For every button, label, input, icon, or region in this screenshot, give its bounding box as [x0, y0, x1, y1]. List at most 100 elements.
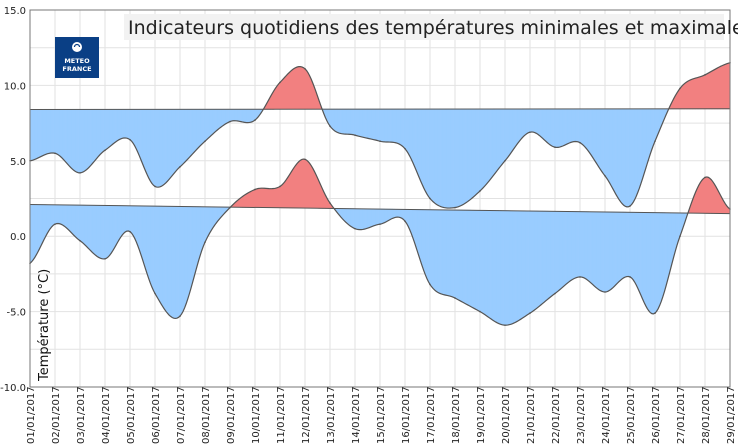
tmin-point: [654, 312, 656, 314]
x-tick-label: 13/01/2017: [326, 386, 337, 444]
x-tick-label: 05/01/2017: [126, 386, 137, 444]
x-tick-label: 25/01/2017: [626, 386, 637, 444]
x-tick-label: 24/01/2017: [601, 386, 612, 444]
title-background: [124, 14, 724, 40]
tmax-point: [554, 146, 556, 149]
tmin-point: [54, 223, 56, 225]
x-tick-label: 26/01/2017: [651, 386, 662, 444]
tmax-point: [179, 166, 181, 168]
tmax-point: [254, 119, 256, 121]
y-tick-label: 10.0: [4, 81, 26, 92]
tmin-point: [579, 276, 581, 278]
tmin-point: [229, 206, 231, 209]
tmin-point: [154, 292, 156, 295]
x-tick-label: 09/01/2017: [226, 386, 237, 444]
x-tick-label: 23/01/2017: [576, 386, 587, 444]
chart-title: Indicateurs quotidiens des températures …: [128, 17, 738, 39]
line-layer: [29, 61, 731, 326]
tmin-normal-line: [29, 204, 731, 215]
x-tick-label: 19/01/2017: [476, 386, 487, 444]
y-tick-label: 0.0: [10, 232, 26, 243]
x-tick-label: 20/01/2017: [501, 386, 512, 444]
x-tick-label: 04/01/2017: [101, 386, 112, 444]
x-tick-label: 06/01/2017: [151, 386, 162, 444]
tmax-point: [129, 138, 131, 141]
y-axis: 15.0 10.0 5.0 0.0 -5.0 -10.0: [0, 6, 26, 394]
y-tick-label: -10.0: [0, 383, 26, 394]
tmin-point: [204, 241, 206, 244]
tmax-point: [379, 140, 381, 142]
x-tick-label: 29/01/2017: [726, 386, 737, 444]
tmax-point: [229, 120, 231, 123]
y-axis-label: Température (°C): [37, 269, 52, 382]
x-tick-label: 02/01/2017: [51, 386, 62, 444]
logo-text-line1: METEO: [64, 57, 90, 65]
x-tick-label: 14/01/2017: [351, 386, 362, 444]
tmax-point: [79, 172, 81, 174]
tmax-point: [579, 141, 581, 144]
plot-frame: [29, 9, 731, 388]
tmax-point: [654, 140, 656, 142]
tmin-point: [179, 315, 181, 317]
x-tick-label: 18/01/2017: [451, 386, 462, 444]
tmin-point: [129, 230, 131, 233]
tmax-point: [479, 190, 481, 192]
tmin-point: [604, 291, 606, 293]
meteo-france-logo: METEO FRANCE: [55, 37, 99, 78]
x-axis: 01/01/2017 02/01/2017 03/01/2017 04/01/2017…: [26, 386, 737, 444]
tmax-point: [104, 149, 106, 152]
x-tick-label: 27/01/2017: [676, 386, 687, 444]
tmax-point: [354, 134, 356, 136]
tmax-point: [429, 197, 431, 200]
x-tick-label: 12/01/2017: [301, 386, 312, 444]
logo-emblem-mark: [73, 43, 81, 48]
tmin-point: [404, 220, 406, 222]
tmax-point: [629, 205, 631, 207]
tmax-point: [404, 147, 406, 150]
tmin-point: [254, 188, 256, 191]
tmin-point: [429, 283, 431, 286]
tmin-point: [529, 312, 531, 314]
tmin-point: [304, 158, 306, 161]
x-tick-label: 15/01/2017: [376, 386, 387, 444]
tmin-point: [79, 239, 81, 242]
tmin-point: [104, 258, 106, 260]
tmax-point: [279, 81, 281, 84]
tmin-point: [629, 276, 631, 278]
tmin-point: [679, 235, 681, 237]
x-tick-label: 10/01/2017: [251, 386, 262, 444]
y-tick-label: 15.0: [4, 6, 26, 17]
logo-text-line2: FRANCE: [62, 65, 91, 73]
tmin-point: [329, 202, 331, 204]
tmax-point: [54, 152, 56, 155]
tmax-point: [329, 125, 331, 127]
x-tick-label: 01/01/2017: [26, 386, 37, 444]
grid-layer: [30, 10, 730, 387]
tmax-point: [154, 185, 156, 188]
tmax-point: [504, 160, 506, 162]
x-tick-label: 11/01/2017: [276, 386, 287, 444]
tmax-point: [454, 206, 456, 209]
y-tick-label: 5.0: [10, 157, 26, 168]
tmax-point: [604, 175, 606, 177]
x-tick-label: 28/01/2017: [701, 386, 712, 444]
x-tick-label: 07/01/2017: [176, 386, 187, 444]
tmin-point: [379, 223, 381, 225]
logo-emblem-icon: [72, 42, 82, 52]
x-tick-label: 17/01/2017: [426, 386, 437, 444]
x-tick-label: 16/01/2017: [401, 386, 412, 444]
x-tick-label: 08/01/2017: [201, 386, 212, 444]
tmin-point: [479, 310, 481, 313]
tmax-point: [679, 87, 681, 90]
tmin-point: [554, 292, 556, 295]
tmax-point: [204, 140, 206, 142]
tmin-point: [504, 324, 506, 326]
tmin-point: [354, 227, 356, 230]
tmax-point: [304, 68, 306, 70]
tmin-point: [704, 176, 706, 179]
x-tick-label: 21/01/2017: [526, 386, 537, 444]
x-tick-label: 22/01/2017: [551, 386, 562, 444]
tmin-point: [454, 297, 456, 299]
tmax-point: [529, 131, 531, 133]
